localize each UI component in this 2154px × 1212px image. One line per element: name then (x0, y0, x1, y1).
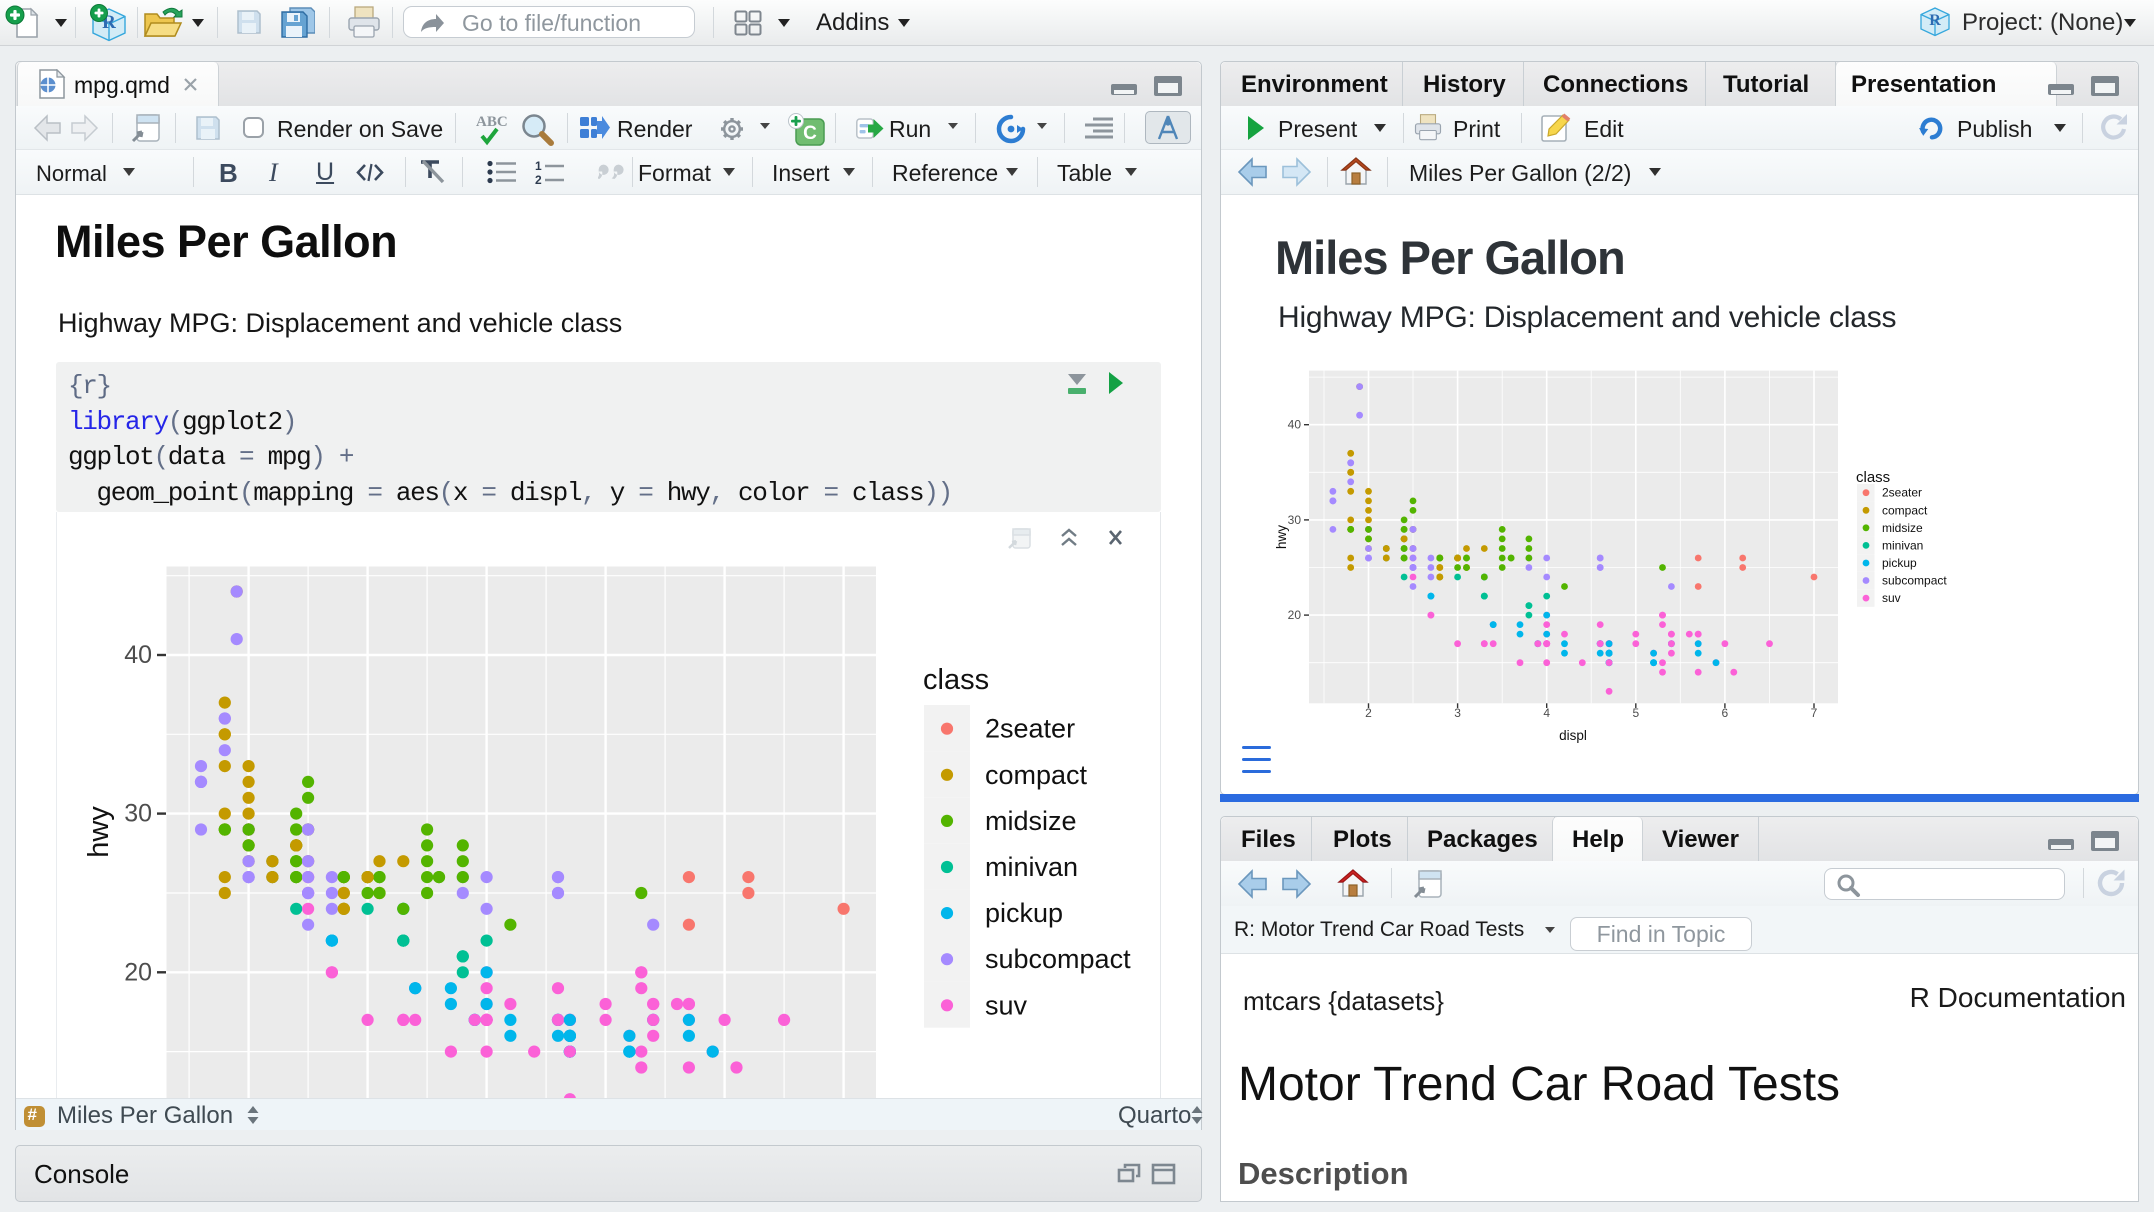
svg-text:hwy: hwy (83, 806, 115, 858)
svg-text:R: R (1929, 12, 1941, 29)
svg-text:ABC: ABC (476, 114, 508, 130)
svg-text:30: 30 (1288, 513, 1302, 527)
svg-text:C: C (803, 123, 817, 144)
svg-text:2: 2 (535, 173, 542, 185)
svg-text:subcompact: subcompact (1882, 574, 1947, 588)
svg-text:7: 7 (1811, 706, 1818, 720)
svg-text:2seater: 2seater (1882, 486, 1922, 500)
svg-text:compact: compact (985, 760, 1088, 790)
svg-text:hwy: hwy (1274, 525, 1289, 549)
svg-text:20: 20 (1288, 608, 1302, 622)
svg-text:subcompact: subcompact (985, 944, 1131, 974)
svg-text:suv: suv (1882, 591, 1901, 605)
svg-text:3: 3 (1454, 706, 1461, 720)
svg-text:displ: displ (1559, 728, 1587, 743)
svg-text:minivan: minivan (1882, 538, 1923, 552)
svg-text:midsize: midsize (1882, 521, 1923, 535)
svg-text:class: class (1856, 469, 1890, 486)
svg-text:30: 30 (124, 800, 152, 828)
svg-text:1: 1 (535, 159, 542, 173)
svg-text:suv: suv (985, 990, 1028, 1020)
svg-text:40: 40 (124, 641, 152, 669)
svg-text:midsize: midsize (985, 806, 1077, 836)
svg-text:2seater: 2seater (985, 714, 1075, 744)
svg-text:20: 20 (124, 958, 152, 986)
svg-text:minivan: minivan (985, 852, 1078, 882)
svg-text:2: 2 (1365, 706, 1372, 720)
svg-text:6: 6 (1722, 706, 1729, 720)
svg-text:pickup: pickup (985, 898, 1063, 928)
svg-text:class: class (923, 664, 989, 696)
svg-text:compact: compact (1882, 503, 1928, 517)
svg-text:4: 4 (1543, 706, 1550, 720)
svg-text:40: 40 (1288, 418, 1302, 432)
svg-text:pickup: pickup (1882, 556, 1917, 570)
svg-text:5: 5 (1632, 706, 1639, 720)
